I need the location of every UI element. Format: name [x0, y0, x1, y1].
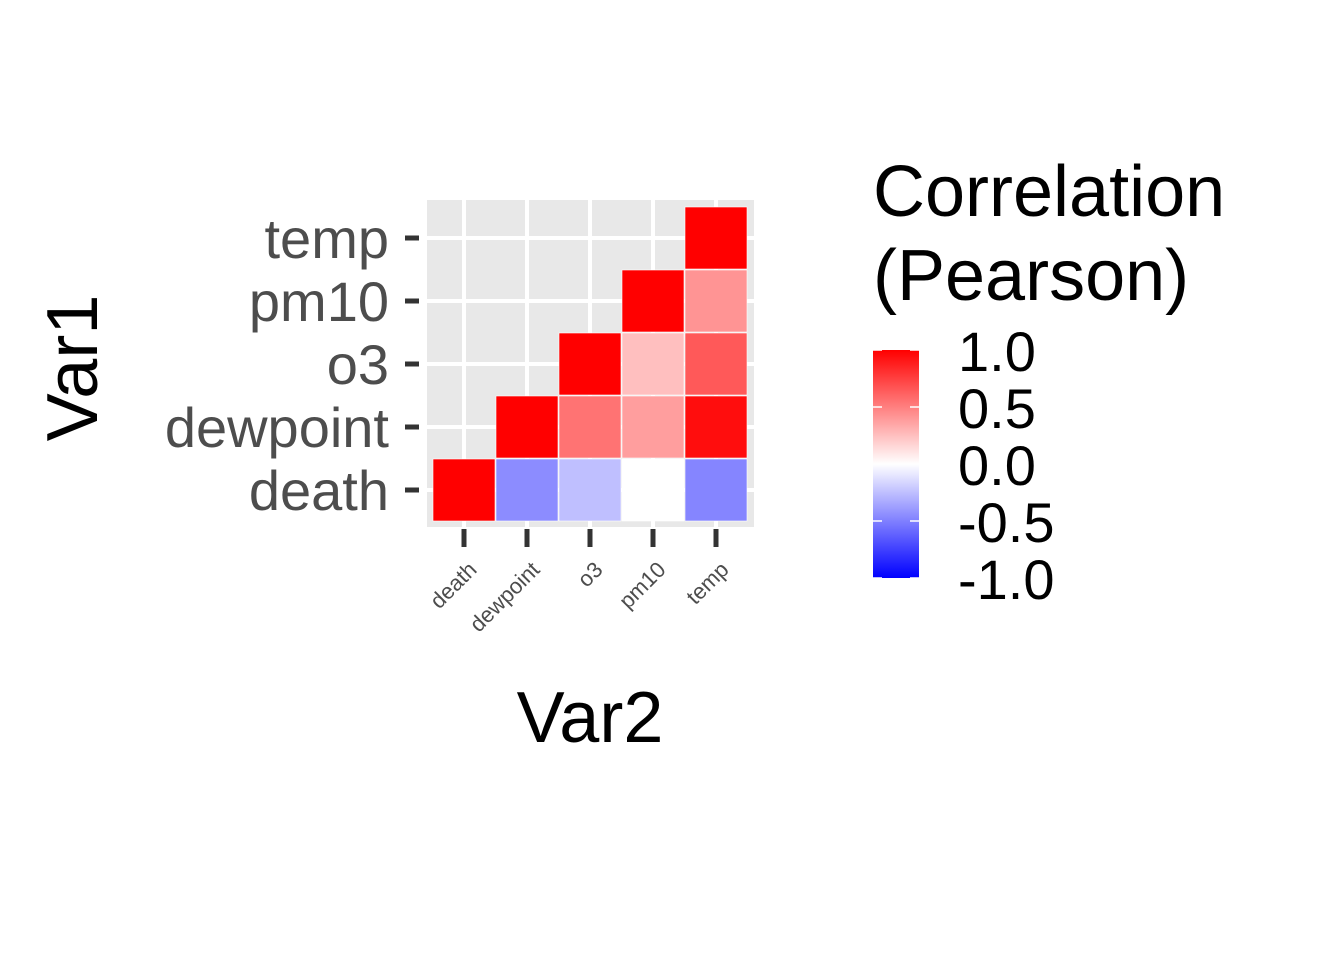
heatmap-cell-death-dewpoint — [495, 458, 559, 522]
heatmap-cell-dewpoint-o3 — [558, 395, 622, 459]
heatmap-cell-death-temp — [684, 458, 748, 522]
legend-title-line-2: (Pearson) — [873, 236, 1189, 316]
x-tick-label-dewpoint: dewpoint — [465, 557, 545, 637]
heatmap-cell-o3-temp — [684, 332, 748, 396]
heatmap-cell-death-o3 — [558, 458, 622, 522]
legend-title-line-1: Correlation — [873, 152, 1225, 232]
legend-tick-label: -1.0 — [958, 548, 1055, 611]
heatmap-cell-dewpoint-dewpoint — [495, 395, 559, 459]
x-tick-label-o3: o3 — [573, 557, 608, 592]
heatmap-cell-death-pm10 — [621, 458, 685, 522]
legend-tick-label: 0.0 — [958, 434, 1036, 497]
legend-tick-label: -0.5 — [958, 491, 1055, 554]
legend-ticks: 1.00.50.0-0.5-1.0 — [873, 320, 1055, 611]
y-axis-title: Var1 — [33, 295, 113, 442]
heatmap-cell-pm10-temp — [684, 269, 748, 333]
heatmap-cell-o3-pm10 — [621, 332, 685, 396]
heatmap-cell-temp-temp — [684, 206, 748, 270]
y-tick-label-dewpoint: dewpoint — [165, 396, 390, 459]
heatmap-cell-dewpoint-pm10 — [621, 395, 685, 459]
heatmap-cells — [432, 206, 748, 522]
legend-tick-label: 1.0 — [958, 320, 1036, 383]
x-tick-label-pm10: pm10 — [614, 557, 671, 614]
x-axis-title: Var2 — [517, 678, 664, 758]
y-tick-label-o3: o3 — [327, 333, 389, 396]
x-tick-label-death: death — [425, 557, 482, 614]
legend-tick-label: 0.5 — [958, 377, 1036, 440]
y-tick-label-death: death — [249, 459, 389, 522]
y-tick-label-pm10: pm10 — [249, 270, 389, 333]
heatmap-cell-dewpoint-temp — [684, 395, 748, 459]
heatmap-cell-o3-o3 — [558, 332, 622, 396]
legend: Correlation (Pearson) 1.00.50.0-0.5-1.0 — [873, 152, 1225, 611]
heatmap-cell-death-death — [432, 458, 496, 522]
heatmap-cell-pm10-pm10 — [621, 269, 685, 333]
y-tick-label-temp: temp — [265, 207, 390, 270]
x-tick-label-temp: temp — [681, 557, 733, 609]
